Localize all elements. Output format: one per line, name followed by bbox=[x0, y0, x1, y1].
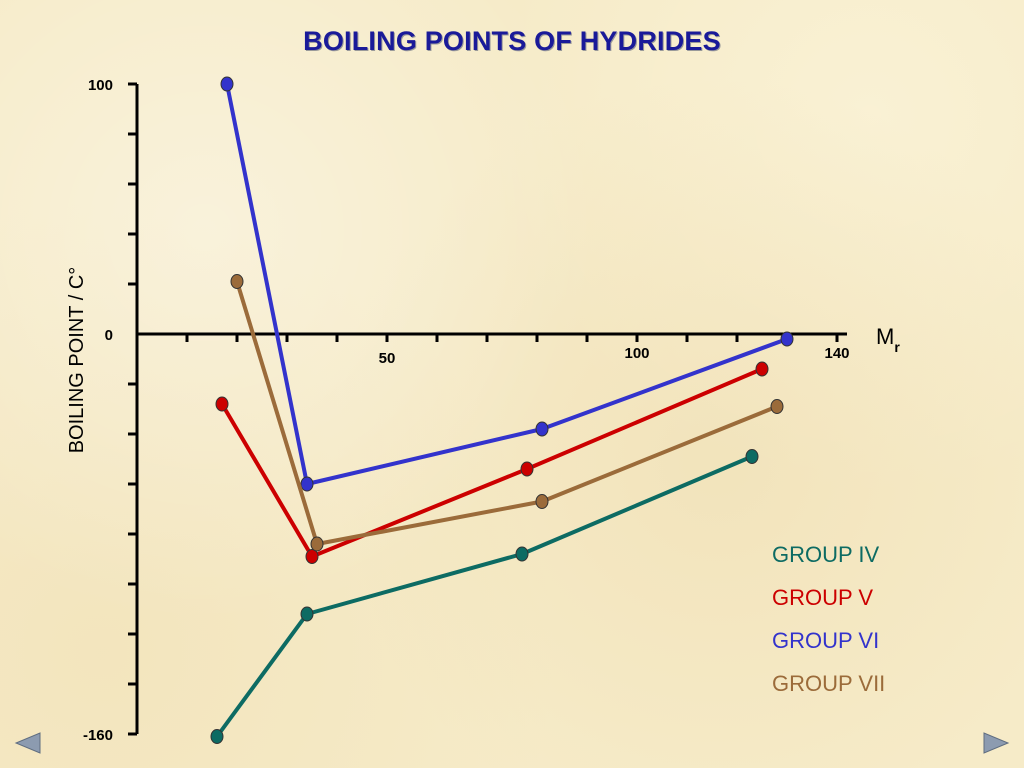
slide-title: BOILING POINTS OF HYDRIDES bbox=[303, 26, 721, 56]
x-tick-labels: 50 100 140 bbox=[379, 345, 850, 367]
y-tick-label: 0 bbox=[105, 327, 113, 344]
series-line bbox=[220, 367, 763, 559]
series-group-v bbox=[215, 361, 769, 564]
legend: GROUP IV GROUP V GROUP VI GROUP VII bbox=[772, 540, 885, 712]
x-axis-label: Mr bbox=[876, 324, 900, 355]
plot-series bbox=[210, 76, 794, 744]
data-point bbox=[755, 361, 769, 377]
y-tick-label: 100 bbox=[88, 77, 113, 94]
series-line bbox=[225, 83, 788, 486]
legend-item: GROUP V bbox=[772, 585, 874, 610]
series-group-vi bbox=[220, 76, 794, 492]
data-point bbox=[300, 476, 314, 492]
next-slide-button[interactable] bbox=[982, 732, 1010, 754]
series-group-iv bbox=[210, 449, 759, 744]
data-point bbox=[230, 274, 244, 289]
x-tick-label: 100 bbox=[624, 345, 649, 362]
data-point bbox=[745, 449, 759, 464]
legend-item: GROUP IV bbox=[772, 542, 880, 567]
triangle-left-icon bbox=[14, 732, 41, 754]
triangle-right-icon bbox=[983, 732, 1010, 754]
data-point bbox=[305, 549, 319, 564]
data-point bbox=[770, 399, 784, 414]
data-point bbox=[310, 536, 324, 552]
legend-item: GROUP VII bbox=[772, 671, 886, 696]
y-axis: 100 0 -160 BOILING POINT / C° bbox=[66, 77, 139, 744]
series-group-vii bbox=[230, 274, 784, 552]
previous-slide-button[interactable] bbox=[14, 732, 42, 754]
data-point bbox=[515, 546, 529, 562]
data-point bbox=[300, 606, 314, 622]
x-axis: 50 100 140 Mr bbox=[137, 324, 900, 367]
y-tick-label: -160 bbox=[83, 727, 113, 744]
data-point bbox=[520, 461, 534, 477]
y-tick-labels: 100 0 -160 bbox=[83, 77, 113, 744]
y-ticks bbox=[128, 82, 137, 736]
legend-item: GROUP VI bbox=[772, 628, 880, 653]
data-point bbox=[780, 331, 794, 347]
data-point bbox=[535, 421, 549, 437]
x-tick-label: 140 bbox=[824, 345, 849, 362]
series-line bbox=[215, 454, 753, 738]
data-point bbox=[220, 76, 234, 92]
series-line bbox=[235, 280, 778, 546]
data-point bbox=[210, 729, 224, 744]
data-point bbox=[215, 396, 229, 412]
x-tick-label: 50 bbox=[379, 350, 396, 367]
y-axis-label: BOILING POINT / C° bbox=[66, 267, 88, 454]
data-point bbox=[535, 494, 549, 509]
